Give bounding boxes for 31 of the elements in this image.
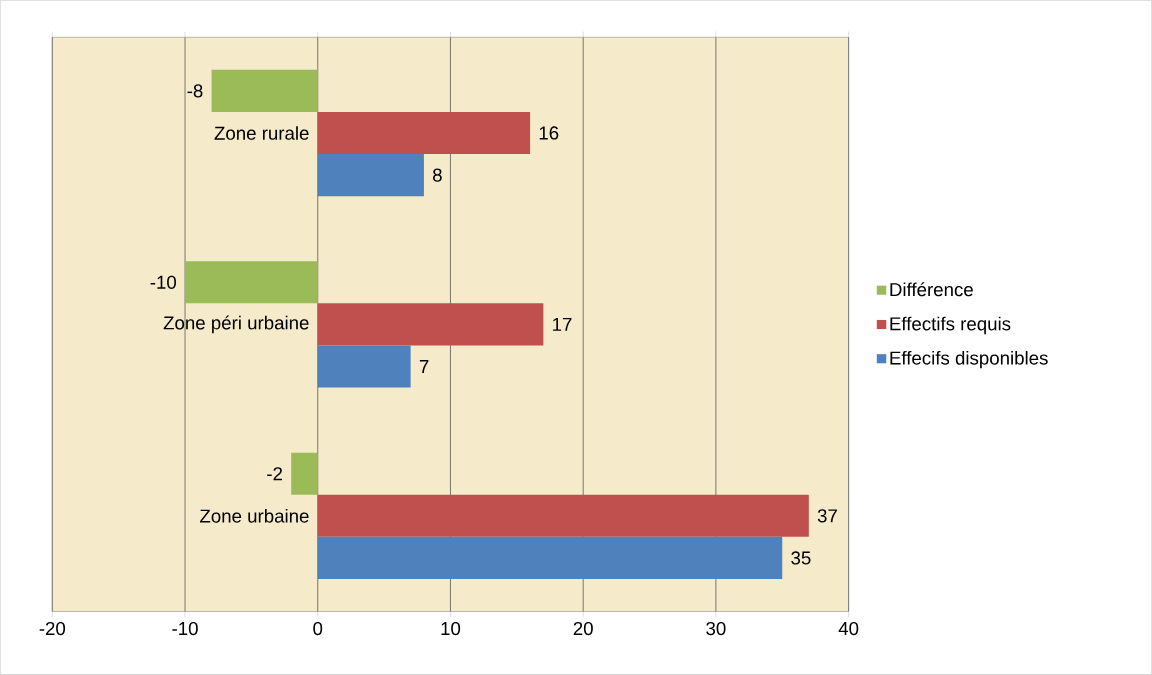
- x-tick-label: 0: [313, 622, 323, 636]
- y-tick-label: Zone urbaine: [200, 509, 309, 523]
- data-label: 7: [419, 360, 429, 374]
- data-label: 16: [539, 126, 559, 140]
- data-label: -10: [150, 275, 177, 289]
- x-tick-label: 20: [573, 622, 593, 636]
- y-tick-label: Zone péri urbaine: [163, 315, 309, 334]
- data-label: 35: [791, 551, 811, 565]
- x-tick-label: -20: [39, 622, 66, 636]
- data-label: 37: [817, 509, 837, 523]
- x-tick-label: 10: [441, 622, 461, 636]
- data-label: 8: [433, 168, 442, 182]
- bar: [317, 536, 783, 580]
- bar: [317, 345, 411, 388]
- data-label: -2: [267, 467, 282, 481]
- x-tick-label: -10: [172, 622, 198, 636]
- x-tick-label: 30: [706, 622, 726, 636]
- legend-label: Différence: [890, 282, 973, 297]
- data-label: -8: [187, 84, 203, 98]
- bar: [317, 303, 544, 346]
- bar: [317, 154, 424, 197]
- legend-label: Effecifs disponibles: [890, 351, 1048, 369]
- bar: [211, 69, 318, 113]
- bar: [317, 494, 809, 537]
- data-label: 17: [553, 318, 572, 331]
- bar: [291, 452, 318, 495]
- bar: [185, 261, 318, 304]
- bar: [317, 112, 531, 155]
- x-tick-label: 40: [838, 622, 859, 636]
- y-tick-label: Zone rurale: [214, 126, 309, 140]
- legend-label: Effectifs requis: [890, 316, 1011, 335]
